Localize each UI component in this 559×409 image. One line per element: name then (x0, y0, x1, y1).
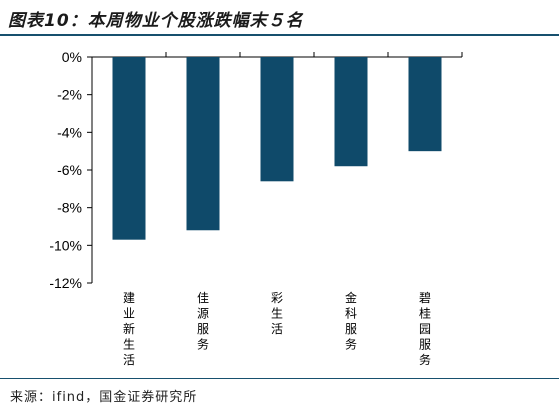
y-tick-label: -8% (57, 200, 82, 216)
x-category-label: 彩生活 (271, 291, 283, 336)
x-category-label: 碧桂园服务 (419, 291, 431, 367)
y-tick-label: 0% (62, 49, 82, 65)
y-tick-label: -2% (57, 87, 82, 103)
x-category-label: 建业新生活 (123, 291, 135, 367)
chart-title: 图表10：本周物业个股涨跌幅末５名 (8, 11, 304, 31)
bar-1 (112, 57, 146, 240)
y-tick-label: -4% (57, 124, 82, 140)
y-axis: 0% -2% -4% -6% -8% -10% -12% (49, 49, 463, 291)
bar-5 (408, 57, 442, 152)
y-tick-label: -10% (49, 237, 82, 253)
y-tick-label: -6% (57, 162, 82, 178)
y-tick-label: -12% (49, 275, 82, 291)
title-rule (0, 34, 559, 36)
bar-4 (334, 57, 368, 167)
x-category-label: 佳源服务 (197, 291, 209, 352)
x-category-label: 金科服务 (345, 290, 357, 352)
bar-2 (186, 57, 220, 231)
x-axis-labels: 建业新生活 佳源服务 彩生活 金科服务 碧桂园服务 (123, 290, 431, 367)
footer-rule (0, 378, 559, 379)
bar-3 (260, 57, 294, 182)
source-note: 来源：ifind，国金证券研究所 (10, 390, 198, 405)
bars (112, 57, 442, 240)
